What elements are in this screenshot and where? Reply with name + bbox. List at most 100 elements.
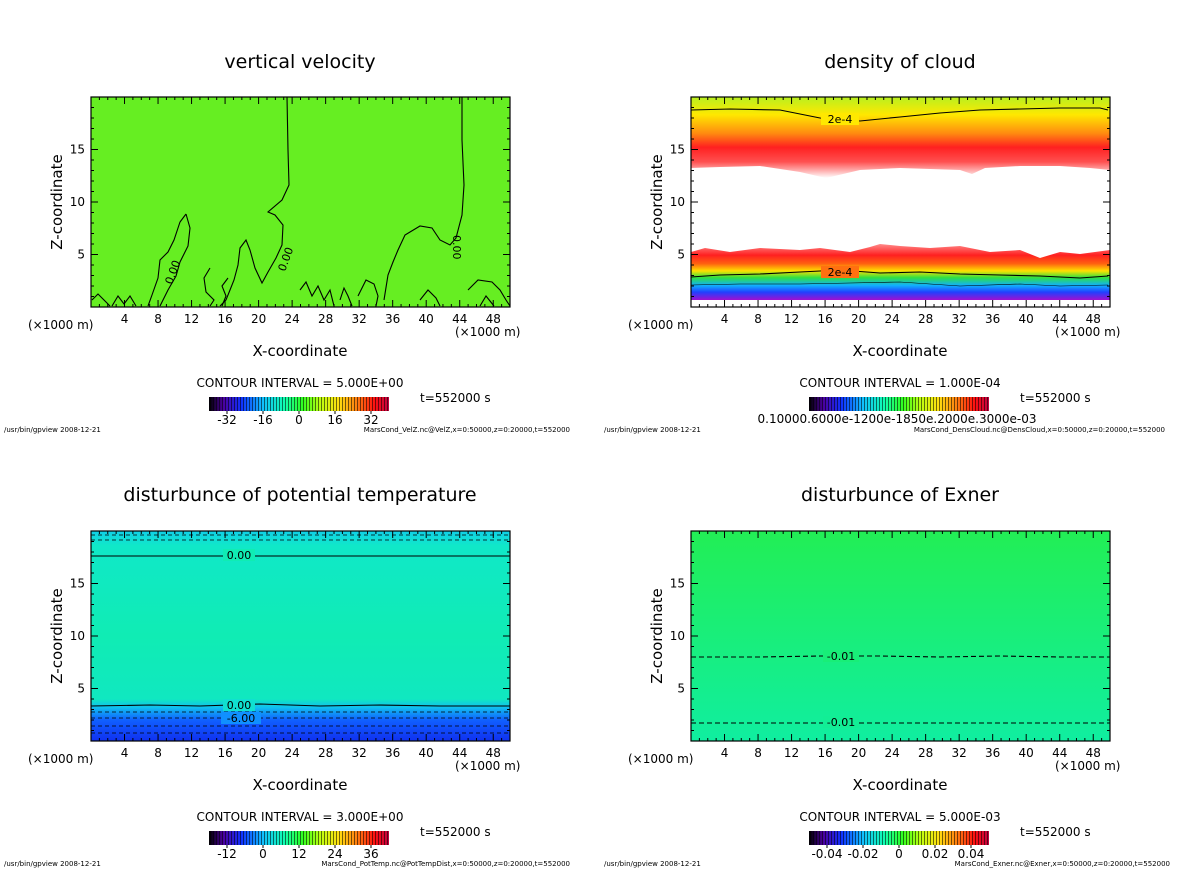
- contour-labels: -0.01 -0.01: [823, 650, 859, 729]
- y-tick-label: 5: [77, 682, 85, 696]
- y-tick-label: 5: [677, 682, 685, 696]
- colorbar-tick-label: -32: [217, 413, 237, 427]
- contour-label-bg: [823, 716, 859, 728]
- x-unit-right: (×1000 m): [1055, 759, 1120, 773]
- panel-density-of-cloud: density of cloud 2e-4 2e-4 4 8 12 16 20 24 28 3…: [604, 51, 1165, 434]
- x-tick-label: 12: [184, 312, 199, 326]
- y-tick-label: 15: [70, 577, 85, 591]
- x-tick-label: 44: [452, 746, 467, 760]
- colorbar-segments: [209, 397, 389, 411]
- contour-interval: CONTOUR INTERVAL = 5.000E+00: [197, 376, 404, 390]
- colorbar-tick-label: 0.04: [958, 847, 985, 861]
- footer-right: MarsCond_DensCloud.nc@DensCloud,x=0:5000…: [914, 426, 1165, 434]
- x-tick-label: 24: [884, 312, 899, 326]
- y-axis-label: Z-coordinate: [48, 588, 66, 683]
- x-tick-label: 4: [721, 746, 729, 760]
- contour-label: -0.01: [827, 716, 855, 729]
- footer-left: /usr/bin/gpview 2008-12-21: [604, 426, 701, 434]
- y-tick-label: 5: [677, 248, 685, 262]
- x-tick-label: 20: [851, 312, 866, 326]
- x-tick-label: 8: [754, 746, 762, 760]
- x-tick-label: 4: [121, 312, 129, 326]
- colorbar-tick-label: -16: [253, 413, 273, 427]
- colorbar-tick-label: -12: [217, 847, 237, 861]
- x-tick-label: 36: [385, 746, 400, 760]
- colorbar-tick-label: 0: [259, 847, 267, 861]
- contour-label: -6.00: [227, 712, 255, 725]
- colorbar-tick-label: 36: [363, 847, 378, 861]
- contour-label: 0.00: [450, 235, 463, 260]
- contour-label-bg: [821, 113, 859, 125]
- x-tick-label: 40: [419, 312, 434, 326]
- footer-right: MarsCond_VelZ.nc@VelZ,x=0:50000,z=0:2000…: [364, 426, 570, 434]
- x-axis-label: X-coordinate: [253, 342, 348, 360]
- colorbar-tick-label: 0.02: [922, 847, 949, 861]
- x-tick-label: 44: [1052, 746, 1067, 760]
- x-tick-label: 16: [217, 746, 232, 760]
- x-tick-label: 32: [352, 746, 367, 760]
- x-tick-label: 32: [952, 746, 967, 760]
- contour-lines: [90, 534, 510, 734]
- x-tick-label: 32: [352, 312, 367, 326]
- contour-interval: CONTOUR INTERVAL = 3.000E+00: [197, 810, 404, 824]
- x-tick-label: 48: [486, 312, 501, 326]
- x-tick-label: 36: [985, 312, 1000, 326]
- footer-left: /usr/bin/gpview 2008-12-21: [4, 426, 101, 434]
- x-tick-label: 16: [217, 312, 232, 326]
- contour-lines: [691, 655, 1110, 724]
- x-tick-label: 8: [154, 746, 162, 760]
- y-axis-label: Z-coordinate: [648, 588, 666, 683]
- time-label: t=552000 s: [420, 825, 491, 839]
- x-tick-label: 12: [184, 746, 199, 760]
- x-tick-label: 20: [251, 312, 266, 326]
- x-unit-right: (×1000 m): [1055, 325, 1120, 339]
- colorbar-segments: [209, 831, 389, 845]
- x-tick-label: 12: [784, 312, 799, 326]
- x-tick-label: 44: [452, 312, 467, 326]
- contour-label: 2e-4: [828, 266, 853, 279]
- contour-interval: CONTOUR INTERVAL = 1.000E-04: [799, 376, 1000, 390]
- cloud-upper-layer: [691, 97, 1110, 178]
- x-tick-label: 40: [1019, 746, 1034, 760]
- y-tick-label: 10: [70, 629, 85, 643]
- x-tick-label: 28: [318, 746, 333, 760]
- y-tick-label: 10: [70, 195, 85, 209]
- x-tick-label: 32: [952, 312, 967, 326]
- x-tick-label: 16: [817, 312, 832, 326]
- contour-label-bg: [223, 699, 255, 711]
- colorbar-ticks: -32 -16 0 16 32: [217, 411, 379, 427]
- contour-label-bg: [821, 266, 859, 278]
- x-axis-label: X-coordinate: [253, 776, 348, 794]
- footer-right: MarsCond_Exner.nc@Exner,x=0:50000,z=0:20…: [955, 860, 1170, 868]
- colorbar-ticks-text: 0.10000.6000e-1200e-1850e.2000e.3000e-03: [758, 412, 1037, 426]
- colorbar-tick-label: -0.04: [811, 847, 842, 861]
- x-tick-label: 24: [284, 312, 299, 326]
- x-unit-left: (×1000 m): [28, 318, 93, 332]
- x-axis-label: X-coordinate: [853, 776, 948, 794]
- y-tick-label: 15: [670, 577, 685, 591]
- contour-label: 2e-4: [828, 113, 853, 126]
- heatmap-field: [91, 97, 510, 307]
- contour-label: -0.01: [827, 650, 855, 663]
- x-unit-left: (×1000 m): [28, 752, 93, 766]
- x-tick-label: 16: [817, 746, 832, 760]
- panel-title: vertical velocity: [224, 51, 375, 73]
- footer-right: MarsCond_PotTemp.nc@PotTempDist,x=0:5000…: [321, 860, 570, 868]
- x-tick-label: 44: [1052, 312, 1067, 326]
- contour-labels: 2e-4 2e-4: [821, 113, 859, 279]
- contour-label: 0.00: [227, 549, 252, 562]
- x-tick-label: 28: [318, 312, 333, 326]
- footer-left: /usr/bin/gpview 2008-12-21: [604, 860, 701, 868]
- time-label: t=552000 s: [1020, 391, 1091, 405]
- x-axis-label: X-coordinate: [853, 342, 948, 360]
- x-tick-label: 48: [1086, 746, 1101, 760]
- panel-vertical-velocity: vertical velocity 0.00 0.00 0.00 4 8 12 16 2…: [4, 51, 570, 434]
- x-unit-left: (×1000 m): [628, 318, 693, 332]
- colorbar-tick-label: 24: [327, 847, 342, 861]
- colorbar-tick-label: 12: [291, 847, 306, 861]
- x-tick-label: 40: [419, 746, 434, 760]
- time-label: t=552000 s: [1020, 825, 1091, 839]
